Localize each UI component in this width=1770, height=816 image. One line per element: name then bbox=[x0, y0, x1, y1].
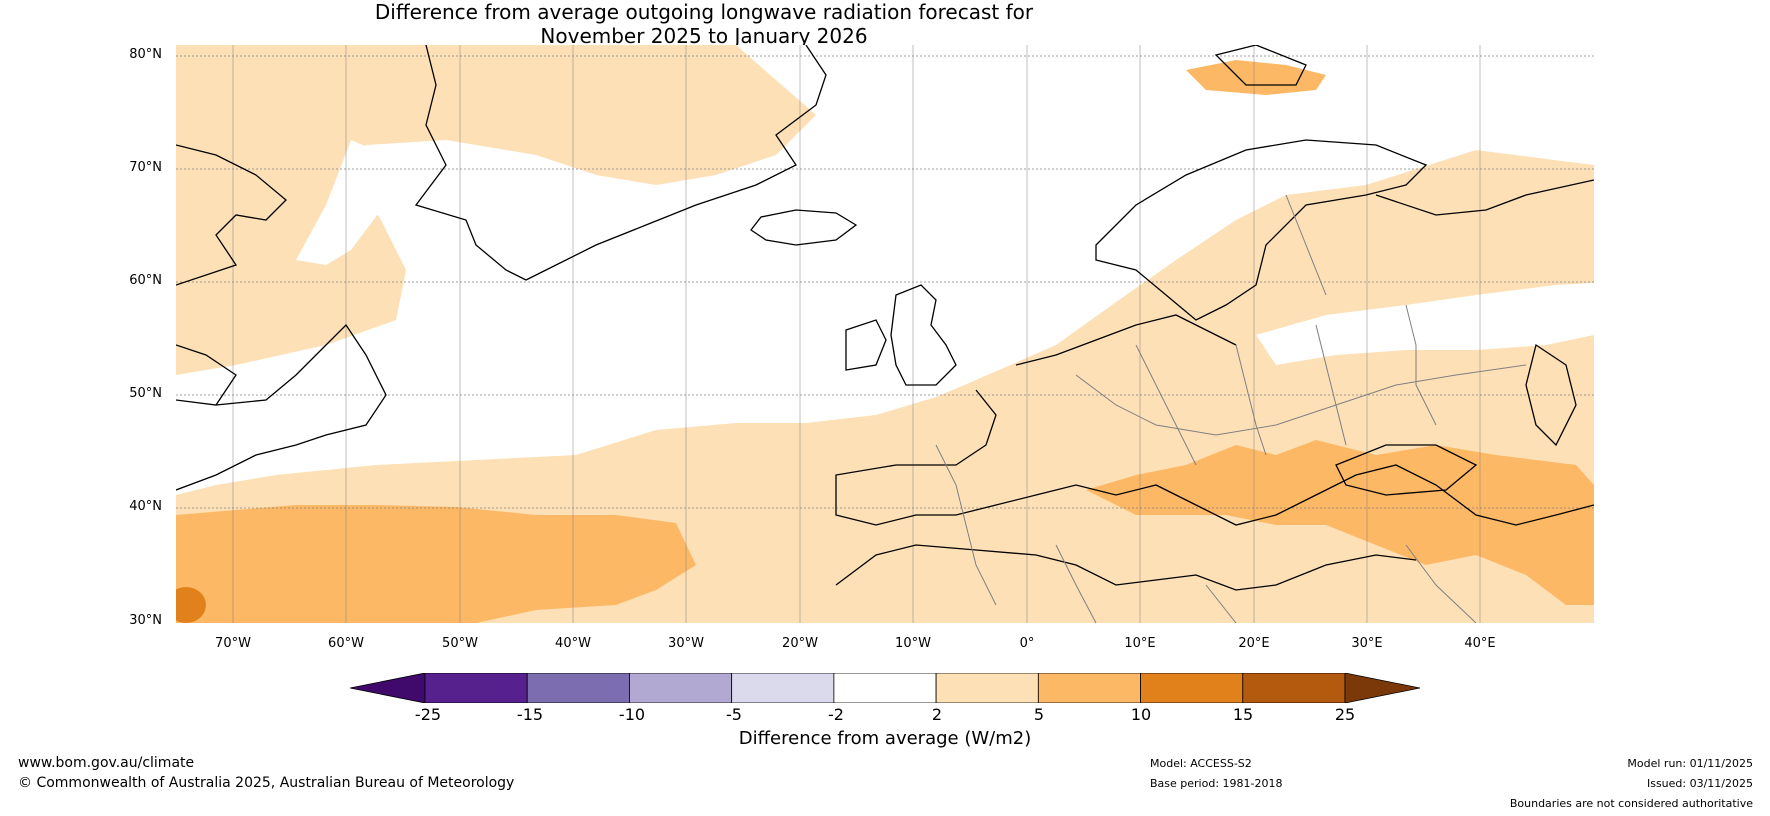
map-svg bbox=[176, 45, 1594, 623]
lon-label-30w: 30°W bbox=[668, 636, 704, 651]
lon-label-30e: 30°E bbox=[1351, 636, 1383, 651]
anomaly-neutral-hudson bbox=[296, 140, 386, 265]
colorbar-tick: 25 bbox=[1334, 705, 1356, 724]
coast-europe bbox=[835, 314, 1594, 526]
lat-label-50n: 50°N bbox=[129, 386, 162, 401]
colorbar-svg bbox=[349, 672, 1421, 704]
coast-svalbard bbox=[1214, 45, 1307, 86]
lat-label-30n: 30°N bbox=[129, 613, 162, 628]
border-7 bbox=[935, 444, 997, 606]
lon-label-40w: 40°W bbox=[555, 636, 591, 651]
colorbar bbox=[349, 672, 1421, 704]
anomaly-neutral-baltic bbox=[1256, 283, 1594, 365]
anomaly-strong-spot bbox=[176, 587, 206, 623]
colorbar-tick: 5 bbox=[1033, 705, 1045, 724]
lon-label-60w: 60°W bbox=[328, 636, 364, 651]
coast-britain bbox=[890, 284, 957, 386]
footer-model-run: Model run: 01/11/2025 bbox=[1627, 757, 1753, 770]
coastlines bbox=[176, 45, 1594, 591]
graticule bbox=[176, 45, 1594, 623]
colorbar-segment bbox=[935, 672, 1039, 704]
lat-label-70n: 70°N bbox=[129, 160, 162, 175]
lon-label-10w: 10°W bbox=[895, 636, 931, 651]
coast-labrador bbox=[176, 344, 237, 406]
coast-black-sea bbox=[1335, 444, 1478, 496]
colorbar-tick: -2 bbox=[828, 705, 844, 724]
colorbar-segment bbox=[1140, 672, 1244, 704]
lat-label-40n: 40°N bbox=[129, 499, 162, 514]
lat-label-60n: 60°N bbox=[129, 273, 162, 288]
coast-north-america bbox=[176, 323, 387, 491]
colorbar-tick: -15 bbox=[516, 705, 544, 724]
anomaly-warm-atlantic bbox=[176, 505, 696, 623]
coast-north-africa bbox=[835, 544, 1417, 591]
anomaly-warm-mediterranean bbox=[1086, 440, 1594, 605]
map-panel bbox=[176, 45, 1594, 623]
border-8 bbox=[1055, 544, 1097, 623]
lon-label-10e: 10°E bbox=[1124, 636, 1156, 651]
footer-website: www.bom.gov.au/climate bbox=[18, 755, 195, 771]
coast-russia-arctic bbox=[1375, 179, 1594, 216]
border-6 bbox=[1285, 194, 1327, 296]
lat-label-80n: 80°N bbox=[129, 47, 162, 62]
coast-ireland bbox=[845, 319, 887, 371]
footer-issued: Issued: 03/11/2025 bbox=[1646, 777, 1753, 790]
title-line-2: November 2025 to January 2026 bbox=[540, 24, 868, 48]
colorbar-tick: -10 bbox=[618, 705, 646, 724]
coast-baffin bbox=[176, 144, 287, 286]
border-9 bbox=[1205, 584, 1237, 623]
colorbar-tick: -25 bbox=[414, 705, 442, 724]
anomaly-neutral-atlantic bbox=[176, 45, 1594, 495]
border-4 bbox=[1315, 324, 1347, 446]
colorbar-tick: 15 bbox=[1232, 705, 1254, 724]
country-borders bbox=[935, 194, 1527, 623]
lon-label-70w: 70°W bbox=[215, 636, 251, 651]
anomaly-neutral-arctic bbox=[1226, 45, 1594, 105]
colorbar-segment bbox=[1037, 672, 1141, 704]
anomaly-warm-arctic bbox=[1186, 60, 1326, 95]
map-title: Difference from average outgoing longwav… bbox=[0, 0, 1408, 48]
colorbar-tick: 10 bbox=[1130, 705, 1152, 724]
border-1 bbox=[1075, 364, 1527, 436]
lon-label-20e: 20°E bbox=[1238, 636, 1270, 651]
border-3 bbox=[1235, 344, 1267, 456]
colorbar-segment bbox=[629, 672, 733, 704]
coast-scandinavia bbox=[1095, 139, 1428, 321]
border-10 bbox=[1405, 544, 1477, 623]
border-5 bbox=[1405, 304, 1437, 426]
lon-label-0: 0° bbox=[1019, 636, 1035, 651]
footer-copyright: © Commonwealth of Australia 2025, Austra… bbox=[18, 775, 515, 791]
colorbar-title: Difference from average (W/m2) bbox=[738, 728, 1032, 749]
coast-caspian bbox=[1525, 343, 1577, 447]
colorbar-extend-low bbox=[349, 672, 426, 704]
colorbar-extend-high bbox=[1344, 672, 1421, 704]
coast-iceland bbox=[750, 209, 858, 246]
colorbar-segment bbox=[731, 672, 835, 704]
lon-label-50w: 50°W bbox=[442, 636, 478, 651]
colorbar-segment bbox=[1242, 672, 1346, 704]
colorbar-tick: -5 bbox=[726, 705, 742, 724]
border-2 bbox=[1135, 344, 1197, 466]
lon-label-20w: 20°W bbox=[782, 636, 818, 651]
colorbar-segment bbox=[424, 672, 528, 704]
coast-greenland bbox=[414, 45, 827, 281]
title-line-1: Difference from average outgoing longwav… bbox=[374, 0, 1034, 24]
footer-model: Model: ACCESS-S2 bbox=[1150, 757, 1252, 770]
footer-base-period: Base period: 1981-2018 bbox=[1150, 777, 1283, 790]
lon-label-40e: 40°E bbox=[1464, 636, 1496, 651]
colorbar-segment bbox=[526, 672, 630, 704]
colorbar-tick: 2 bbox=[931, 705, 943, 724]
footer-disclaimer: Boundaries are not considered authoritat… bbox=[1509, 797, 1753, 810]
colorbar-segment bbox=[833, 672, 937, 704]
